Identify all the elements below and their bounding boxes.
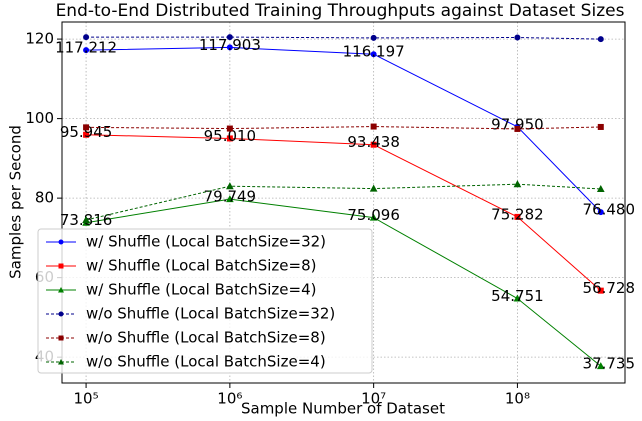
data-label: 95.010 bbox=[204, 127, 257, 145]
marker bbox=[226, 125, 233, 132]
series: 95.945 95.010 93.438 75.282 56.728 bbox=[60, 123, 635, 297]
marker bbox=[226, 182, 234, 190]
legend-marker bbox=[58, 287, 64, 293]
legend-marker bbox=[58, 359, 64, 365]
data-label: 97.950 bbox=[491, 115, 544, 133]
marker bbox=[597, 123, 604, 130]
data-label: 95.945 bbox=[60, 123, 113, 141]
marker bbox=[596, 362, 605, 370]
x-tick-label: 10⁶ bbox=[217, 390, 242, 408]
data-label: 37.735 bbox=[583, 355, 636, 373]
legend-label: w/o Shuffle (Local BatchSize=32) bbox=[86, 305, 335, 323]
marker bbox=[226, 195, 234, 203]
legend: w/ Shuffle (Local BatchSize=32) w/ Shuffl… bbox=[37, 228, 373, 374]
data-label: 117.903 bbox=[199, 36, 261, 54]
marker bbox=[369, 184, 378, 192]
legend-box bbox=[37, 228, 373, 374]
data-label: 75.096 bbox=[347, 206, 400, 224]
legend-marker bbox=[58, 263, 64, 269]
marker bbox=[226, 44, 233, 51]
x-tick-label: 10⁷ bbox=[361, 390, 386, 408]
data-label: 75.282 bbox=[491, 205, 544, 223]
marker bbox=[513, 180, 522, 188]
data-label: 56.728 bbox=[583, 279, 636, 297]
marker bbox=[514, 34, 521, 41]
data-label: 54.751 bbox=[491, 287, 544, 305]
x-tick-label: 10⁵ bbox=[74, 390, 99, 408]
data-label: 76.480 bbox=[583, 201, 636, 219]
legend-label: w/ Shuffle (Local BatchSize=32) bbox=[86, 233, 326, 251]
series bbox=[82, 180, 605, 223]
data-label: 79.749 bbox=[204, 188, 257, 206]
marker bbox=[82, 215, 90, 223]
plot-frame bbox=[61, 21, 626, 384]
marker bbox=[514, 213, 521, 220]
series: 117.212 117.903 116.197 97.950 76.480 bbox=[55, 36, 635, 219]
marker bbox=[514, 125, 521, 132]
marker bbox=[596, 184, 605, 192]
y-axis-label: Samples per Second bbox=[7, 125, 25, 279]
data-label: 116.197 bbox=[343, 43, 405, 61]
marker bbox=[370, 123, 377, 130]
chart-title: End-to-End Distributed Training Throughp… bbox=[56, 1, 625, 21]
legend-marker bbox=[58, 311, 64, 317]
marker bbox=[83, 34, 90, 41]
marker bbox=[370, 34, 377, 41]
marker bbox=[369, 213, 378, 221]
marker bbox=[83, 47, 90, 54]
legend-marker bbox=[58, 239, 64, 245]
y-tick-label: 80 bbox=[35, 189, 54, 207]
legend-label: w/ Shuffle (Local BatchSize=8) bbox=[86, 257, 317, 275]
data-label: 117.212 bbox=[55, 39, 117, 57]
x-tick-label: 10⁸ bbox=[505, 390, 530, 408]
legend-label: w/o Shuffle (Local BatchSize=4) bbox=[86, 353, 326, 371]
y-tick-label: 120 bbox=[25, 30, 54, 48]
marker bbox=[597, 36, 604, 43]
marker bbox=[513, 294, 522, 302]
series bbox=[83, 34, 604, 43]
legend-marker bbox=[58, 335, 64, 341]
marker bbox=[83, 131, 90, 138]
marker bbox=[597, 287, 604, 294]
x-axis-label: Sample Number of Dataset bbox=[241, 400, 445, 418]
marker bbox=[83, 124, 90, 131]
legend-label: w/ Shuffle (Local BatchSize=4) bbox=[86, 281, 317, 299]
marker bbox=[597, 209, 604, 216]
series bbox=[83, 123, 604, 132]
marker bbox=[226, 135, 233, 142]
marker bbox=[370, 141, 377, 148]
data-label: 93.438 bbox=[347, 133, 400, 151]
marker bbox=[370, 51, 377, 58]
legend-label: w/o Shuffle (Local BatchSize=8) bbox=[86, 329, 326, 347]
y-tick-label: 100 bbox=[25, 109, 54, 127]
marker bbox=[226, 34, 233, 41]
